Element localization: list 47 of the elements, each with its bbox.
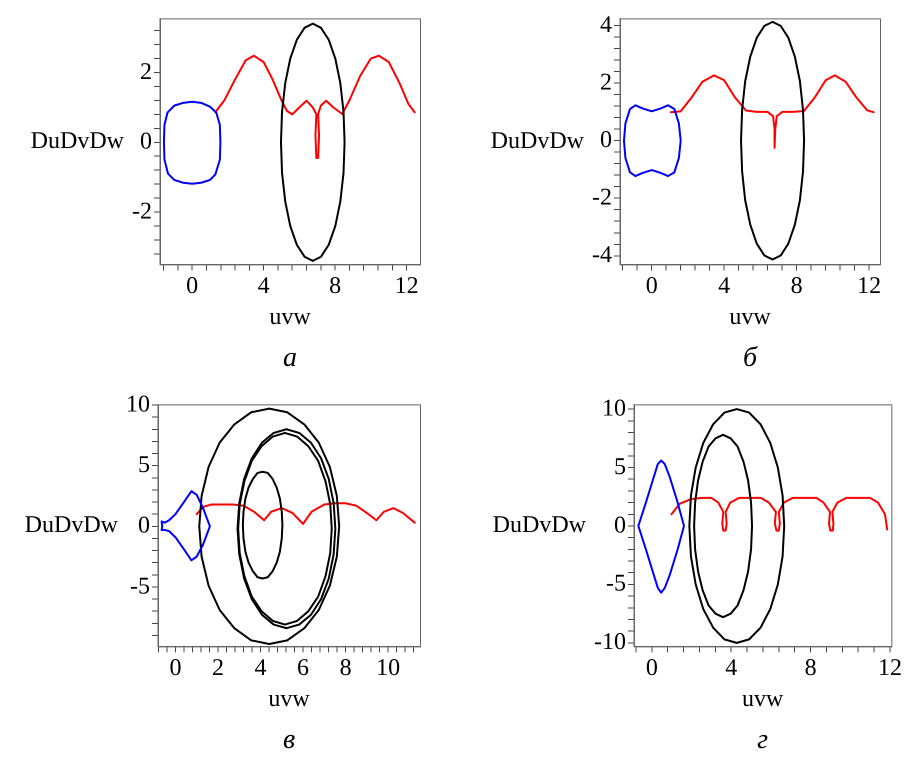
y-tick-label: 2 [140, 58, 152, 85]
y-tick-label: -5 [130, 573, 150, 600]
x-axis-title: uvw [742, 686, 784, 712]
text: а [282, 342, 297, 374]
x-tick-label: 4 [718, 273, 730, 300]
y-axis-title: DuDvDw [490, 128, 584, 155]
x-tick-label: 10 [376, 655, 400, 682]
y-tick-label: 10 [126, 391, 150, 418]
y-tick-label: -2 [132, 198, 152, 224]
y-axis-title: DuDvDw [30, 128, 124, 155]
x-axis-title: uvw [729, 304, 772, 330]
y-tick-label: 2 [600, 69, 612, 96]
x-tick-label: 0 [646, 273, 658, 300]
text: г [757, 724, 768, 756]
y-tick-label: 5 [614, 454, 626, 480]
x-tick-label: 0 [646, 655, 658, 682]
y-axis-title: DuDvDw [492, 512, 586, 539]
y-tick-label: 0 [140, 128, 152, 155]
x-axis-title: uvw [268, 686, 310, 712]
y-tick-label: 0 [614, 512, 626, 538]
y-tick-label: -2 [592, 184, 612, 211]
x-tick-label: 8 [329, 273, 342, 300]
x-tick-label: 4 [258, 273, 270, 300]
x-tick-label: 6 [297, 655, 310, 682]
y-tick-label: 4 [600, 12, 612, 38]
x-tick-label: 4 [725, 655, 738, 682]
x-axis-title: uvw [269, 304, 312, 330]
x-tick-label: 0 [186, 273, 198, 300]
x-tick-label: 2 [212, 655, 224, 682]
y-tick-label: -10 [594, 629, 626, 656]
text: б [742, 342, 758, 374]
x-tick-label: 8 [804, 655, 817, 682]
x-tick-label: 12 [878, 655, 902, 682]
y-tick-label: 0 [600, 126, 612, 153]
text: в [283, 724, 296, 756]
y-tick-label: 0 [138, 512, 150, 539]
y-axis-title: DuDvDw [24, 512, 118, 539]
y-tick-label: -4 [592, 242, 612, 268]
x-tick-label: 8 [340, 655, 352, 682]
x-tick-label: 0 [169, 655, 182, 682]
x-tick-label: 12 [857, 273, 882, 300]
y-tick-label: -5 [606, 570, 626, 597]
y-tick-label: 10 [602, 395, 626, 422]
x-tick-label: 8 [790, 273, 803, 300]
x-tick-label: 12 [394, 273, 419, 300]
x-tick-label: 4 [254, 655, 267, 682]
y-tick-label: 5 [138, 452, 150, 478]
